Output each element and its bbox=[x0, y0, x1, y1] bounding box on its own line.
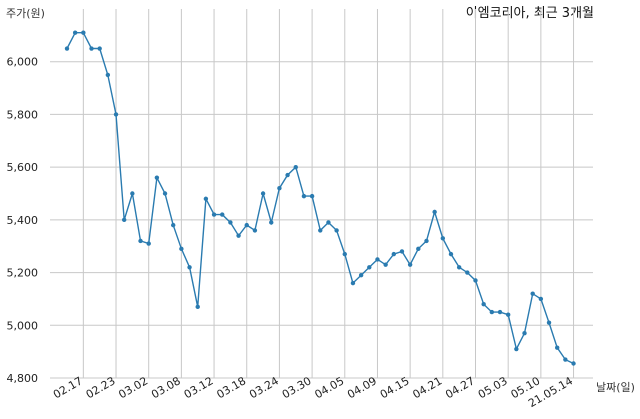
data-point bbox=[383, 262, 388, 267]
data-point bbox=[293, 164, 298, 170]
data-point bbox=[391, 251, 396, 257]
data-point bbox=[285, 172, 290, 178]
grid-lines bbox=[50, 9, 593, 379]
data-point bbox=[130, 191, 135, 196]
data-point bbox=[473, 278, 478, 283]
data-point bbox=[105, 72, 111, 78]
data-point bbox=[555, 345, 560, 350]
data-point bbox=[244, 222, 249, 228]
data-point bbox=[121, 217, 127, 223]
data-point bbox=[309, 193, 315, 199]
data-point bbox=[220, 212, 225, 217]
chart-title: 이엠코리아, 최근 3개월 bbox=[466, 6, 594, 21]
data-point bbox=[546, 320, 552, 325]
data-point bbox=[301, 193, 307, 199]
data-point bbox=[367, 265, 372, 270]
y-tick-label: 5,800 bbox=[7, 108, 39, 121]
data-point bbox=[538, 296, 544, 302]
data-point bbox=[522, 330, 527, 336]
data-point bbox=[440, 236, 446, 241]
data-point bbox=[334, 228, 339, 233]
x-axis-title: 날짜(일) bbox=[596, 380, 635, 394]
x-tick-labels: 02.1702.2303.0203.0803.1203.1803.2403.30… bbox=[51, 374, 575, 410]
data-point bbox=[89, 46, 94, 51]
data-point bbox=[162, 191, 168, 196]
data-point bbox=[64, 46, 70, 51]
data-point bbox=[146, 241, 151, 246]
data-point bbox=[563, 357, 568, 362]
data-point bbox=[81, 30, 86, 35]
data-point bbox=[530, 291, 535, 296]
data-point bbox=[497, 309, 503, 315]
y-tick-label: 5,200 bbox=[7, 267, 39, 280]
data-point bbox=[211, 212, 217, 217]
data-point bbox=[203, 196, 209, 201]
data-point bbox=[465, 270, 470, 275]
data-point bbox=[350, 280, 356, 286]
data-point bbox=[277, 186, 282, 191]
data-point bbox=[269, 220, 274, 225]
y-tick-label: 4,800 bbox=[7, 372, 39, 385]
data-point bbox=[72, 30, 78, 35]
data-point bbox=[505, 312, 511, 317]
data-point bbox=[326, 220, 331, 225]
data-point bbox=[179, 246, 184, 252]
data-point bbox=[448, 251, 454, 257]
data-point bbox=[228, 220, 233, 225]
data-point bbox=[138, 238, 143, 244]
y-tick-label: 5,600 bbox=[7, 161, 39, 174]
data-point bbox=[113, 112, 119, 117]
data-point bbox=[375, 257, 380, 262]
data-point bbox=[481, 302, 486, 307]
data-point bbox=[571, 361, 576, 366]
y-tick-label: 5,400 bbox=[7, 214, 39, 227]
data-point bbox=[187, 265, 192, 270]
data-point bbox=[154, 175, 160, 180]
data-point bbox=[399, 249, 405, 254]
series-line bbox=[66, 32, 574, 365]
data-point bbox=[456, 265, 462, 270]
price-series bbox=[64, 30, 576, 366]
data-point bbox=[416, 246, 421, 252]
data-point bbox=[260, 191, 266, 196]
data-point bbox=[342, 251, 347, 257]
data-point bbox=[432, 209, 437, 215]
data-point bbox=[252, 228, 258, 233]
data-point bbox=[407, 262, 413, 267]
data-point bbox=[514, 346, 519, 352]
data-point bbox=[171, 222, 176, 228]
y-axis-title: 주가(원) bbox=[6, 7, 45, 20]
data-point bbox=[424, 238, 429, 244]
data-point bbox=[489, 309, 495, 315]
data-point bbox=[195, 304, 200, 310]
data-point bbox=[236, 233, 241, 238]
data-point bbox=[97, 46, 102, 51]
data-point bbox=[318, 228, 323, 233]
y-tick-label: 5,000 bbox=[7, 319, 39, 332]
y-tick-labels: 4,800 5,000 5,200 5,400 5,600 5,800 6,000 bbox=[7, 56, 39, 385]
data-point bbox=[358, 273, 364, 278]
y-tick-label: 6,000 bbox=[7, 56, 39, 69]
